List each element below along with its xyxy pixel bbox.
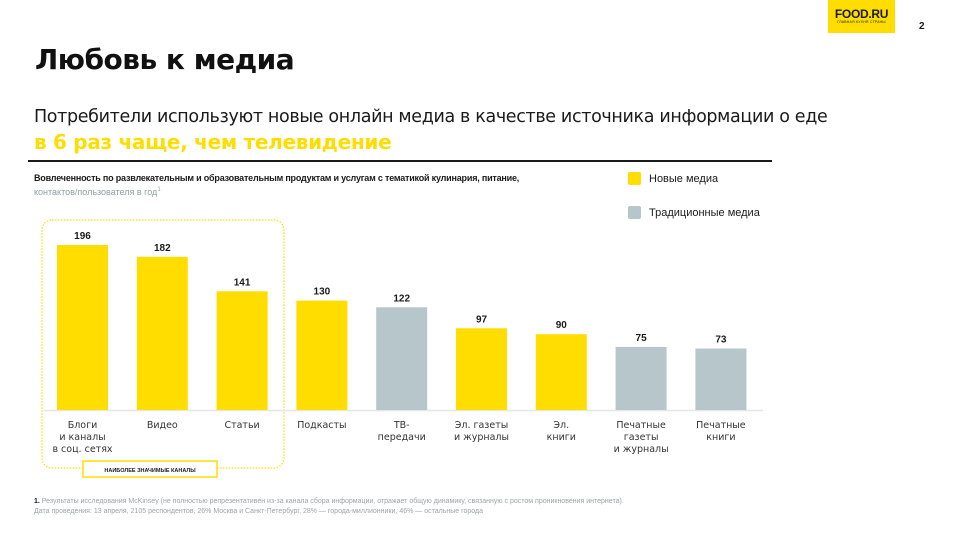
bar-value-label: 122 — [393, 293, 410, 304]
highlight-group-label: НАИБОЛЕЕ ЗНАЧИМЫЕ КАНАЛЫ — [104, 468, 196, 474]
highlight-group-badge — [82, 460, 218, 478]
category-label: Печатные книги — [696, 420, 746, 443]
category-label: Эл. книги — [547, 420, 576, 443]
metric-title: Вовлеченность по развлекательным и образ… — [34, 173, 520, 183]
category-label: Подкасты — [297, 420, 346, 431]
chart-metric-description: Вовлеченность по развлекательным и образ… — [34, 172, 519, 198]
category-label: ТВ-передачи — [378, 420, 426, 443]
bar-0 — [57, 245, 108, 410]
footnote-ref: 1 — [157, 187, 161, 193]
legend-label: Новые медиа — [649, 172, 719, 185]
bar-5 — [456, 328, 507, 410]
bar-4 — [376, 307, 428, 410]
logo-text: FOOD.RU — [834, 7, 889, 21]
footnote: 1. Результаты исследования McKinsey (не … — [34, 497, 624, 517]
legend-label: Традиционные медиа — [649, 206, 760, 219]
bar-2 — [216, 291, 268, 410]
page-subtitle: Потребители используют новые онлайн меди… — [34, 107, 828, 127]
bar-6 — [535, 334, 587, 410]
legend-swatch-new-media — [628, 172, 641, 185]
footnote-line-1: 1. Результаты исследования McKinsey (не … — [34, 498, 624, 505]
bar-value-label: 97 — [476, 314, 488, 325]
bar-value-label: 130 — [314, 287, 331, 298]
food-ru-logo[interactable]: FOOD.RU главная кухня страны — [828, 0, 895, 33]
logo-tagline: главная кухня страны — [837, 20, 886, 24]
bar-value-label: 73 — [715, 335, 727, 346]
category-label: Блоги и каналы в соц. сетях — [52, 420, 112, 455]
legend-item-new-media: Новые медиа — [628, 172, 718, 185]
bar-8 — [695, 348, 747, 410]
bar-3 — [296, 300, 348, 410]
header-divider — [28, 160, 772, 162]
legend-swatch-traditional-media — [628, 206, 641, 219]
page-number: 2 — [919, 21, 925, 32]
category-label: Печатные газеты и журналы — [614, 420, 669, 455]
bar-value-label: 90 — [556, 320, 568, 331]
bar-value-label: 75 — [636, 333, 648, 344]
category-label: Видео — [147, 420, 178, 431]
footnote-line-2: Дата проведения: 13 апреля, 2105 респонд… — [34, 508, 483, 515]
page-title: Любовь к медиа — [35, 43, 295, 76]
bar-1 — [136, 256, 188, 410]
category-label: Эл. газеты и журналы — [454, 420, 509, 443]
metric-unit: контактов/пользователя в год1 — [34, 187, 161, 197]
category-label: Статьи — [224, 420, 259, 431]
legend-item-traditional-media: Традиционные медиа — [628, 206, 760, 219]
bar-7 — [615, 346, 667, 410]
key-finding: в 6 раз чаще, чем телевидение — [34, 130, 392, 154]
bar-value-label: 141 — [234, 277, 251, 288]
bar-value-label: 196 — [74, 231, 91, 242]
bar-value-label: 182 — [154, 243, 171, 254]
